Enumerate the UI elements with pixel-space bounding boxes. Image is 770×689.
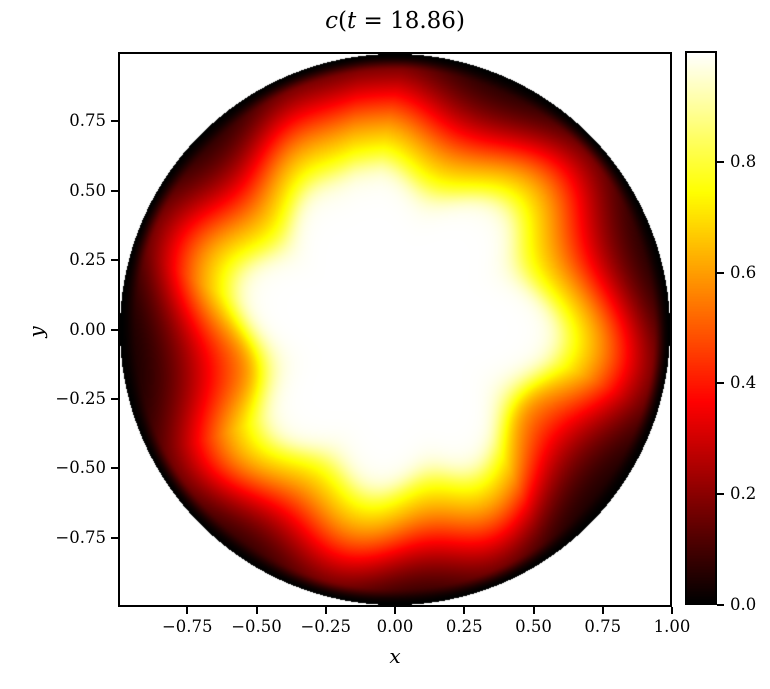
colorbar-tick-label: 0.8: [730, 151, 757, 171]
x-axis-label: x: [389, 644, 401, 668]
y-tick: [111, 120, 118, 123]
colorbar-tick: [717, 271, 724, 274]
heatmap-plot-area: [118, 52, 672, 607]
y-axis-label: y: [24, 326, 48, 338]
x-tick-label: −0.25: [300, 617, 352, 636]
x-tick-label: −0.75: [161, 617, 213, 636]
x-tick: [255, 607, 258, 614]
colorbar-tick: [717, 493, 724, 496]
heatmap-canvas: [120, 54, 670, 605]
y-tick-label: 0.00: [69, 319, 106, 339]
y-tick-label: −0.25: [55, 388, 106, 408]
title-function-symbol: c: [325, 8, 338, 34]
y-tick-label: −0.75: [55, 527, 106, 547]
y-tick: [111, 467, 118, 470]
colorbar-tick: [717, 160, 724, 163]
x-tick: [532, 607, 535, 614]
x-tick-label: 0.50: [515, 617, 552, 636]
x-tick: [601, 607, 604, 614]
title-value-text: = 18.86): [356, 8, 465, 34]
colorbar-tick-label: 0.2: [730, 484, 757, 504]
y-tick: [111, 189, 118, 192]
y-tick: [111, 328, 118, 331]
colorbar-tick: [717, 382, 724, 385]
title-variable-symbol: t: [346, 8, 357, 34]
colorbar-tick-label: 0.0: [730, 595, 757, 614]
y-tick-label: 0.75: [69, 111, 106, 131]
x-tick: [324, 607, 327, 614]
x-tick: [394, 607, 396, 614]
y-tick-label: 0.50: [69, 180, 106, 200]
colorbar-tick-label: 0.6: [730, 262, 757, 282]
x-tick: [186, 607, 189, 614]
y-tick-label: 0.25: [69, 250, 106, 270]
colorbar-tick-label: 0.4: [730, 373, 757, 393]
x-tick: [463, 607, 466, 614]
y-tick: [111, 397, 118, 400]
y-tick: [111, 259, 118, 262]
colorbar-gradient-canvas: [687, 53, 715, 603]
colorbar: [685, 51, 717, 605]
x-tick-label: −0.50: [231, 617, 282, 636]
x-tick-label: 1.00: [653, 617, 691, 636]
y-tick-label: −0.50: [55, 458, 106, 478]
x-tick-label: 0.00: [376, 617, 414, 636]
title-open-paren: (: [337, 8, 347, 34]
plot-title: c(t = 18.86): [118, 8, 672, 36]
x-tick-label: 0.25: [445, 617, 483, 636]
colorbar-tick: [717, 604, 724, 606]
x-tick: [671, 607, 673, 614]
x-tick-label: 0.75: [584, 617, 622, 636]
y-tick: [111, 536, 118, 539]
